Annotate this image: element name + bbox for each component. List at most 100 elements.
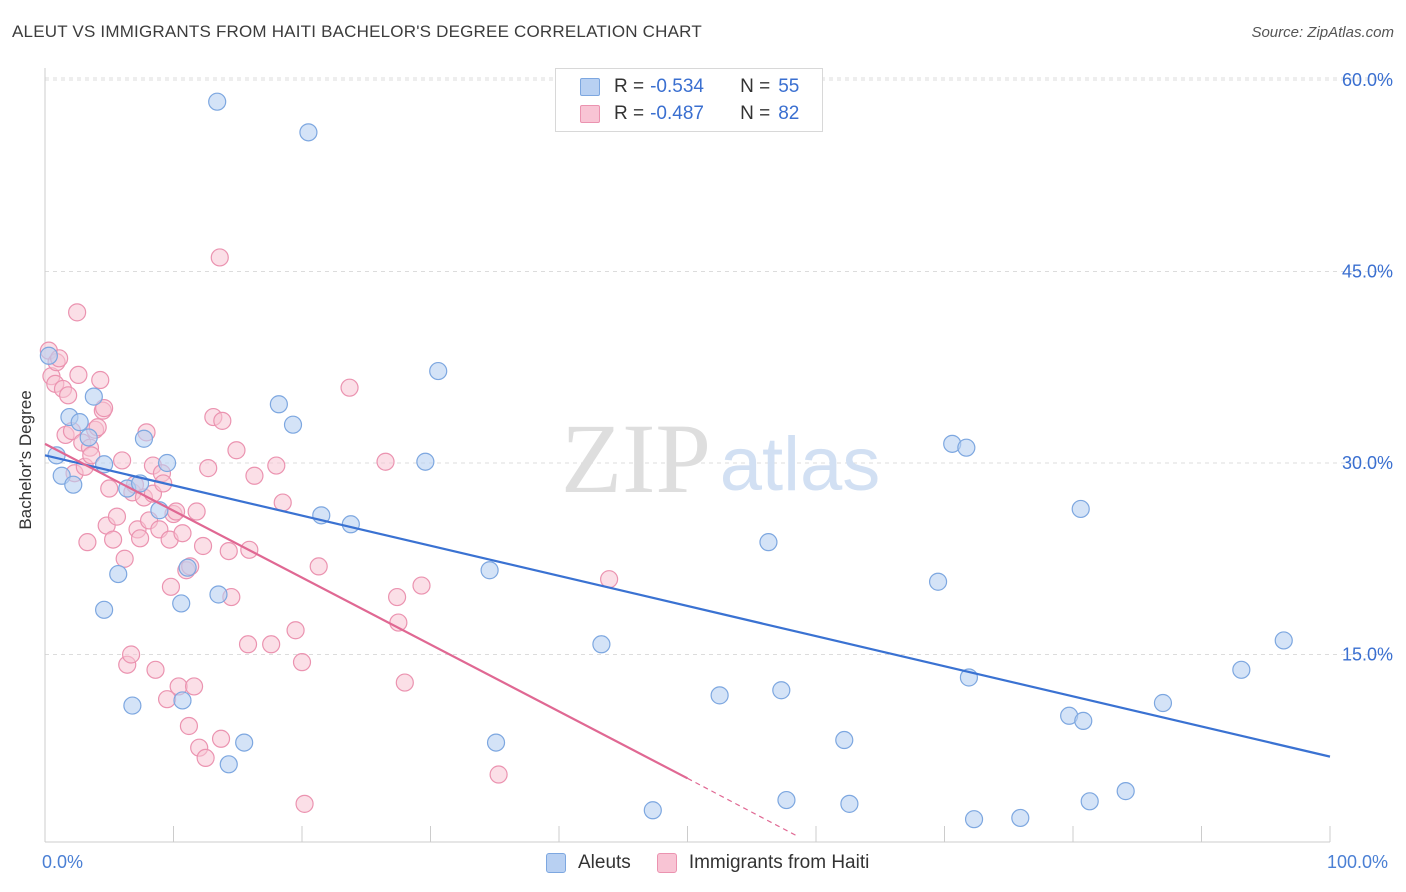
aleut-point bbox=[1232, 660, 1251, 679]
legend-label-aleuts: Aleuts bbox=[578, 852, 631, 873]
aleut-point bbox=[964, 810, 984, 829]
haiti-point bbox=[107, 507, 127, 526]
haiti-point bbox=[210, 248, 229, 267]
aleuts-trend-line bbox=[44, 454, 1331, 758]
haiti-point bbox=[387, 587, 407, 607]
correlation-legend: R = -0.534 N = 55 R = -0.487 N = 82 bbox=[555, 68, 823, 132]
aleut-point bbox=[643, 801, 662, 820]
aleut-point bbox=[840, 794, 859, 813]
aleut-point bbox=[486, 733, 506, 752]
haiti-point bbox=[173, 524, 192, 543]
aleut-point bbox=[208, 92, 227, 111]
haiti-point bbox=[146, 660, 165, 679]
haiti-point bbox=[295, 794, 314, 813]
haiti-trend-line bbox=[44, 442, 689, 780]
aleut-point bbox=[341, 515, 360, 534]
haiti-point bbox=[286, 621, 305, 640]
haiti-point bbox=[193, 536, 213, 556]
legend-n-value: 82 bbox=[778, 103, 800, 124]
aleut-point bbox=[70, 413, 89, 432]
trend-lines bbox=[44, 442, 1331, 837]
chart-title: ALEUT VS IMMIGRANTS FROM HAITI BACHELOR'… bbox=[12, 22, 702, 41]
haiti-point bbox=[187, 502, 206, 521]
haiti-point bbox=[245, 466, 264, 485]
legend-item-aleuts: Aleuts bbox=[546, 852, 631, 874]
aleut-point bbox=[84, 387, 103, 406]
haiti-point bbox=[219, 541, 238, 561]
y-axis-label: Bachelor's Degree bbox=[16, 390, 35, 530]
legend-n-label: N = bbox=[740, 76, 771, 97]
haiti-point bbox=[100, 479, 119, 498]
haiti-point bbox=[130, 529, 150, 548]
y-tick-label: 30.0% bbox=[1342, 453, 1393, 473]
haiti-point bbox=[184, 677, 204, 696]
aleut-point bbox=[123, 696, 142, 715]
grid-lines bbox=[45, 77, 1390, 655]
watermark-zip: ZIP bbox=[561, 403, 711, 514]
haiti-point bbox=[82, 446, 101, 465]
y-tick-labels: 15.0% 30.0% 45.0% 60.0% bbox=[1342, 70, 1393, 665]
aleut-point bbox=[957, 438, 976, 457]
aleut-point bbox=[173, 691, 192, 710]
aleut-point bbox=[209, 585, 228, 604]
haiti-point bbox=[95, 399, 114, 418]
series-haiti-points bbox=[39, 248, 619, 813]
aleut-point bbox=[1274, 631, 1293, 650]
aleut-point bbox=[178, 558, 197, 577]
haiti-point bbox=[179, 716, 199, 736]
haiti-point bbox=[213, 411, 232, 430]
legend-item-haiti: Immigrants from Haiti bbox=[656, 852, 870, 874]
aleut-point bbox=[39, 346, 58, 365]
aleut-point bbox=[1074, 711, 1093, 730]
haiti-point bbox=[227, 441, 246, 460]
legend-n-label: N = bbox=[740, 103, 771, 124]
aleut-point bbox=[772, 681, 791, 700]
aleut-point bbox=[480, 561, 499, 580]
source-credit: Source: ZipAtlas.com bbox=[1251, 24, 1394, 41]
aleut-point bbox=[1071, 499, 1090, 519]
haiti-point bbox=[340, 378, 359, 397]
haiti-point bbox=[104, 530, 123, 549]
aleut-point bbox=[299, 123, 318, 142]
haiti-point bbox=[309, 557, 328, 576]
haiti-point bbox=[121, 645, 141, 664]
haiti-point bbox=[112, 451, 132, 470]
aleut-point bbox=[1153, 693, 1173, 713]
legend-r-value: -0.534 bbox=[650, 76, 704, 97]
legend-r-label: R = bbox=[614, 103, 645, 124]
legend-r-value: -0.487 bbox=[650, 103, 704, 124]
aleut-point bbox=[710, 686, 729, 705]
series-legend: Aleuts Immigrants from Haiti bbox=[546, 852, 895, 874]
haiti-point bbox=[238, 635, 258, 654]
legend-label-haiti: Immigrants from Haiti bbox=[688, 852, 870, 873]
aleut-point bbox=[592, 635, 611, 654]
aleut-point bbox=[134, 429, 154, 448]
legend-row-haiti: R = -0.487 N = 82 bbox=[580, 102, 799, 126]
series-aleuts-points bbox=[39, 92, 1293, 829]
aleut-point bbox=[429, 361, 448, 381]
haiti-point bbox=[211, 729, 231, 748]
haiti-point bbox=[267, 456, 286, 475]
aleut-point bbox=[1116, 782, 1135, 801]
haiti-point bbox=[376, 452, 395, 471]
legend-swatch-pink bbox=[656, 853, 677, 873]
legend-r-label: R = bbox=[614, 76, 645, 97]
y-tick-label: 60.0% bbox=[1342, 70, 1393, 90]
legend-swatch-blue bbox=[546, 853, 566, 873]
watermark-atlas: atlas bbox=[720, 422, 881, 507]
haiti-point bbox=[262, 635, 281, 654]
x-tick-label-min: 0.0% bbox=[42, 852, 84, 872]
legend-swatch-pink bbox=[580, 105, 600, 123]
aleut-point bbox=[777, 790, 796, 810]
haiti-point bbox=[68, 303, 87, 322]
legend-swatch-blue bbox=[580, 78, 600, 96]
haiti-point bbox=[196, 748, 215, 768]
haiti-point bbox=[273, 493, 292, 512]
y-tick-label: 45.0% bbox=[1342, 262, 1393, 282]
aleut-point bbox=[835, 730, 854, 750]
haiti-point bbox=[412, 576, 431, 595]
haiti-point bbox=[91, 370, 110, 390]
haiti-point bbox=[59, 386, 78, 405]
haiti-point bbox=[292, 653, 312, 672]
